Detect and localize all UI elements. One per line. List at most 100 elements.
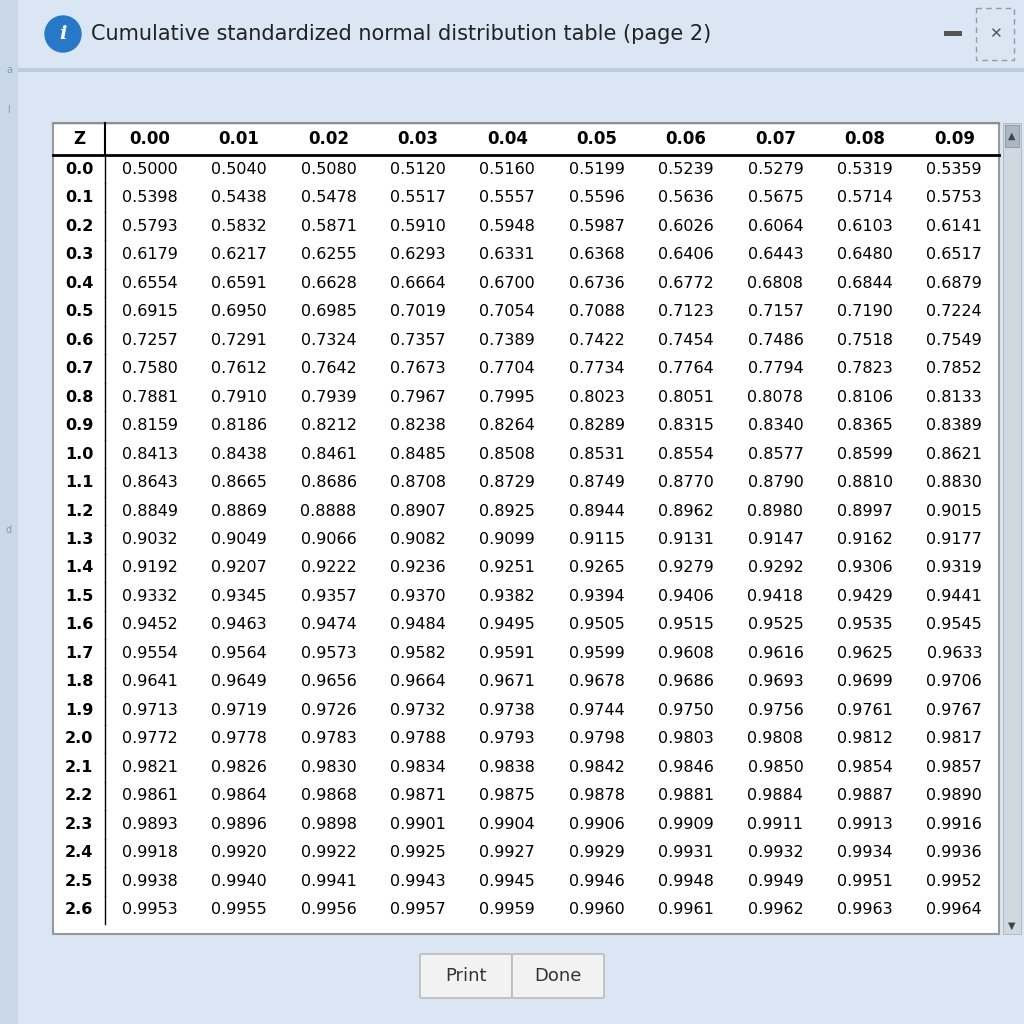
Text: 0.5120: 0.5120 [390,162,445,177]
Text: 0.9573: 0.9573 [301,646,356,660]
Text: 0.9952: 0.9952 [927,873,982,889]
Text: 0.9909: 0.9909 [658,817,714,831]
Text: 0.9699: 0.9699 [837,675,893,689]
Text: 0.9429: 0.9429 [837,589,893,604]
Text: 0.7389: 0.7389 [479,333,536,347]
Text: 0.7995: 0.7995 [479,389,536,404]
Text: 0.9357: 0.9357 [301,589,356,604]
Text: 0.9554: 0.9554 [122,646,177,660]
Text: 0.08: 0.08 [845,130,886,148]
Text: 1.3: 1.3 [65,532,93,547]
Text: 0.8997: 0.8997 [837,504,893,518]
Text: 0.6879: 0.6879 [927,275,982,291]
Text: 0.5987: 0.5987 [568,219,625,233]
Text: 0.9953: 0.9953 [122,902,177,918]
Text: ▼: ▼ [1009,921,1016,931]
Text: 0.6808: 0.6808 [748,275,804,291]
Bar [18,0,1024,68]
Text: 0.9222: 0.9222 [301,560,356,575]
Text: 0.9955: 0.9955 [211,902,267,918]
Text: 0.9535: 0.9535 [837,617,893,633]
Text: 0.9515: 0.9515 [658,617,714,633]
Text: 2.1: 2.1 [65,760,93,775]
Text: 0.9929: 0.9929 [568,846,625,860]
Text: 0.1: 0.1 [65,190,93,205]
Text: 0.8: 0.8 [65,389,93,404]
Text: 0.9941: 0.9941 [301,873,356,889]
Text: 0.9319: 0.9319 [927,560,982,575]
Text: ▲: ▲ [1009,131,1016,141]
Text: 0.8925: 0.8925 [479,504,536,518]
Text: 0.9846: 0.9846 [658,760,714,775]
Text: 0.6591: 0.6591 [211,275,267,291]
Text: 0.9850: 0.9850 [748,760,804,775]
Text: 0.5359: 0.5359 [927,162,982,177]
Text: 0.9936: 0.9936 [927,846,982,860]
Text: 0.9884: 0.9884 [748,788,804,804]
Text: 0.09: 0.09 [934,130,975,148]
Text: 0.9693: 0.9693 [748,675,803,689]
Text: 0.8289: 0.8289 [568,418,625,433]
Text: 0.6950: 0.6950 [211,304,267,319]
Text: 0.9864: 0.9864 [211,788,267,804]
Text: 0.7190: 0.7190 [837,304,893,319]
Text: 0.9066: 0.9066 [301,532,356,547]
Text: 0.7549: 0.7549 [927,333,982,347]
Text: 0.06: 0.06 [666,130,707,148]
Text: 0.7518: 0.7518 [837,333,893,347]
Text: 0.5832: 0.5832 [211,219,267,233]
Text: 0.9943: 0.9943 [390,873,445,889]
Text: 1.7: 1.7 [65,646,93,660]
Text: 0.7881: 0.7881 [122,389,178,404]
Text: 0.9925: 0.9925 [390,846,445,860]
Text: 0.05: 0.05 [577,130,617,148]
Text: 0.9015: 0.9015 [927,504,982,518]
FancyBboxPatch shape [420,954,512,998]
Text: 0.9830: 0.9830 [301,760,356,775]
Text: 0.6141: 0.6141 [927,219,982,233]
Text: 0.9370: 0.9370 [390,589,445,604]
Text: 0.9893: 0.9893 [122,817,177,831]
Text: 0.9: 0.9 [65,418,93,433]
Text: 0.4: 0.4 [65,275,93,291]
Text: 0.9913: 0.9913 [837,817,893,831]
Text: 0.7: 0.7 [65,361,93,376]
Text: 0.9961: 0.9961 [658,902,714,918]
Text: 1.1: 1.1 [65,475,93,490]
Text: 0.8980: 0.8980 [748,504,804,518]
Text: 0.9875: 0.9875 [479,788,536,804]
Text: 0.0: 0.0 [65,162,93,177]
Text: 0.9767: 0.9767 [927,702,982,718]
Text: a: a [6,65,12,75]
Text: 0.9671: 0.9671 [479,675,536,689]
Text: 1.2: 1.2 [65,504,93,518]
Text: 0.9664: 0.9664 [390,675,445,689]
Text: 0.7088: 0.7088 [568,304,625,319]
Text: 0.8643: 0.8643 [122,475,177,490]
Text: 0.7612: 0.7612 [211,361,267,376]
Text: 0.9744: 0.9744 [568,702,625,718]
Text: 0.9332: 0.9332 [122,589,177,604]
Text: 0.8365: 0.8365 [837,418,893,433]
Text: 0.7054: 0.7054 [479,304,536,319]
Text: 0.5871: 0.5871 [300,219,356,233]
Text: 0.9842: 0.9842 [568,760,625,775]
Text: 0.7324: 0.7324 [301,333,356,347]
Text: 2.4: 2.4 [65,846,93,860]
Text: 0.6443: 0.6443 [748,247,803,262]
Text: 0.8264: 0.8264 [479,418,536,433]
Text: 0.5: 0.5 [65,304,93,319]
Text: 0.5636: 0.5636 [658,190,714,205]
Text: 0.8888: 0.8888 [300,504,356,518]
Text: 0.9474: 0.9474 [301,617,356,633]
Text: 0.9788: 0.9788 [390,731,445,746]
Text: 0.8849: 0.8849 [122,504,178,518]
Text: 0.8770: 0.8770 [658,475,714,490]
Text: 0.6554: 0.6554 [122,275,177,291]
Text: 0.9177: 0.9177 [927,532,982,547]
Text: 0.5793: 0.5793 [122,219,177,233]
Text: 0.9854: 0.9854 [837,760,893,775]
Text: 0.9932: 0.9932 [748,846,803,860]
Text: 0.5040: 0.5040 [211,162,267,177]
Text: 1.6: 1.6 [65,617,93,633]
